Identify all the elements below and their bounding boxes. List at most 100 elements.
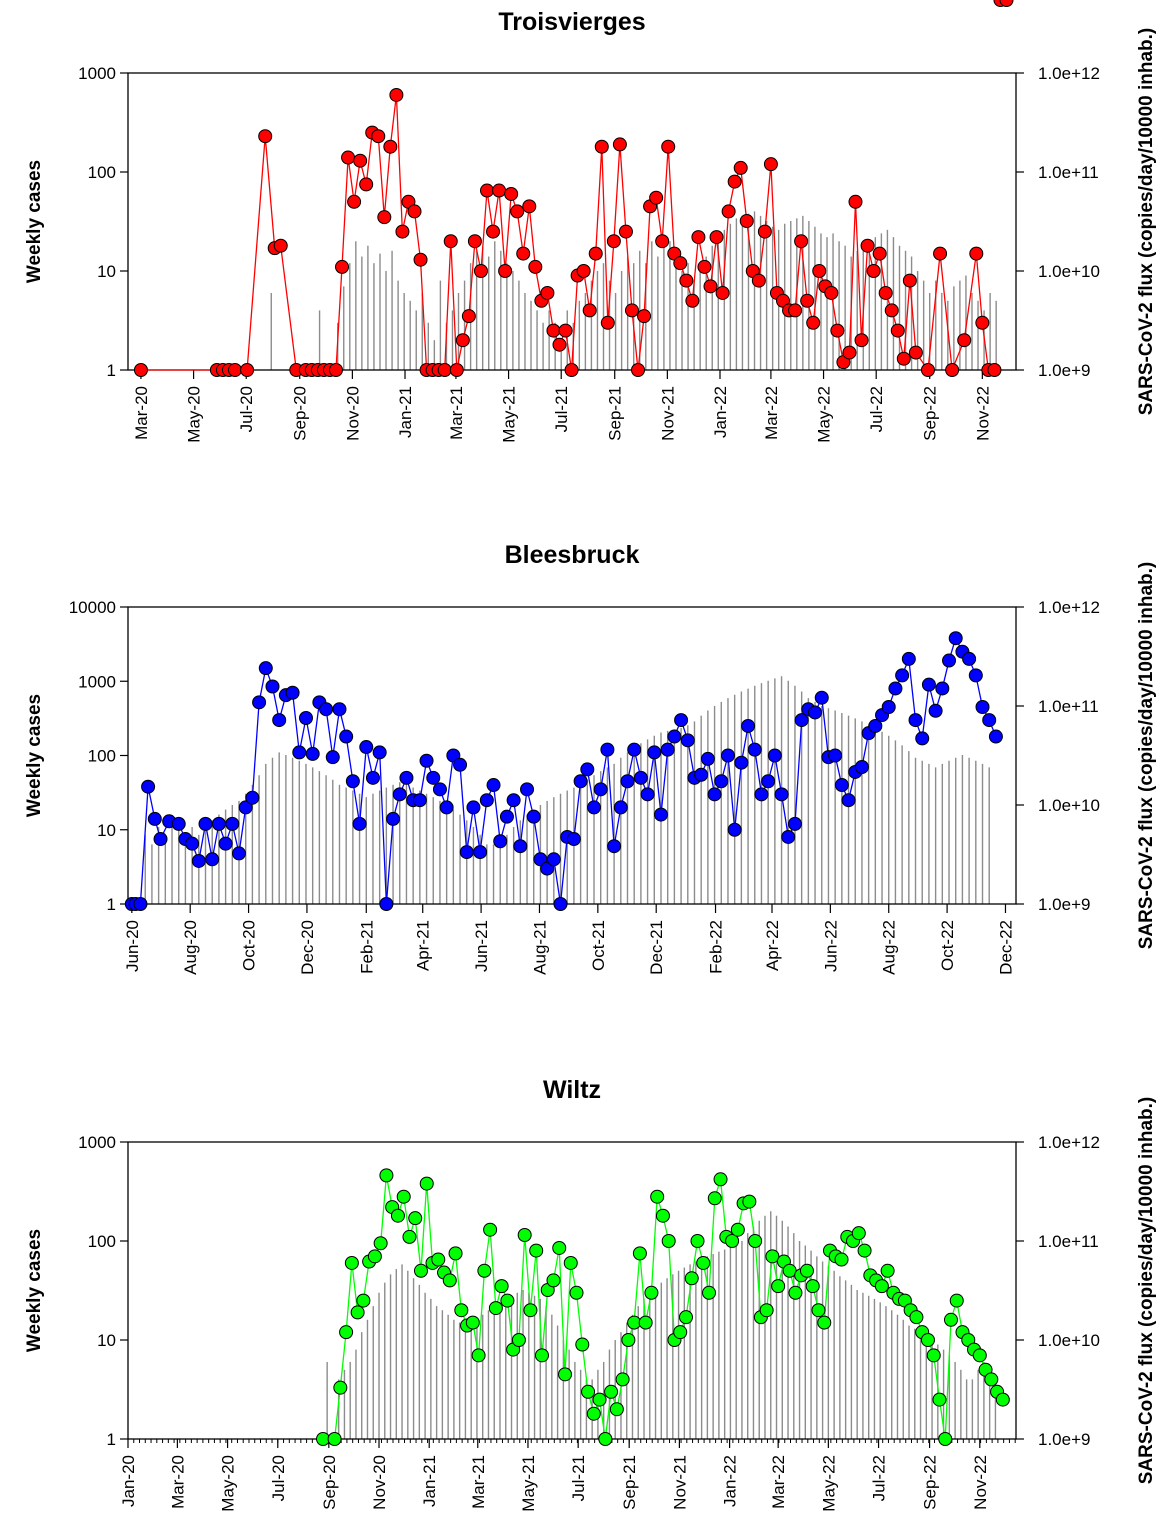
case-point xyxy=(678,1310,693,1325)
case-point xyxy=(888,681,903,696)
case-point xyxy=(598,1432,613,1446)
x-axis-ticks: Mar-20 May-20 Jul-20 Sep-20 Nov-20 Jan-21 Mar-… xyxy=(132,370,992,443)
panel-troisvierges: Troisvierges Weekly cases SARS-CoV-2 flu… xyxy=(24,0,1157,443)
y-tick-label: 100 xyxy=(88,163,116,182)
x-tick-label: Jul-21 xyxy=(552,386,571,432)
y2-axis-label: SARS-CoV-2 flux (copies/day/10000 inhab.… xyxy=(1136,562,1157,950)
case-point xyxy=(995,1392,1010,1407)
x-tick-label: May-22 xyxy=(819,1455,838,1512)
x-tick-label: Jul-20 xyxy=(237,386,256,432)
case-point xyxy=(238,800,253,815)
case-point xyxy=(563,1255,578,1270)
case-point xyxy=(650,1189,665,1204)
case-point xyxy=(774,787,789,802)
case-point xyxy=(962,651,977,666)
y2-tick-label: 1.0e+11 xyxy=(1038,163,1099,182)
case-point xyxy=(258,129,273,144)
x-axis-ticks: Jan-20 Mar-20 May-20 Jul-20 Sep-20 Nov-20 Jan-… xyxy=(119,1439,990,1512)
case-point xyxy=(700,751,715,766)
x-tick-label: Sep-22 xyxy=(921,1455,940,1510)
case-point xyxy=(506,793,521,808)
case-point xyxy=(725,1234,740,1248)
case-point xyxy=(350,1305,365,1320)
case-point xyxy=(800,293,815,308)
case-point xyxy=(147,811,162,826)
case-point xyxy=(751,273,766,288)
case-point xyxy=(443,234,458,249)
case-point xyxy=(649,190,664,205)
x-tick-label: Jan-21 xyxy=(396,386,415,438)
panel-wiltz: Wiltz Weekly cases SARS-CoV-2 flux (copi… xyxy=(24,1076,1157,1512)
case-point xyxy=(332,702,347,717)
x-tick-label: Sep-20 xyxy=(291,386,310,441)
case-point xyxy=(333,1380,348,1395)
case-point xyxy=(520,782,535,797)
y-tick-label: 10 xyxy=(97,262,116,281)
case-point xyxy=(488,1301,503,1316)
case-point xyxy=(386,811,401,826)
case-point xyxy=(834,778,849,793)
y-tick-label: 1 xyxy=(107,895,116,914)
x-tick-label: Nov-22 xyxy=(973,386,992,441)
x-tick-label: Oct-20 xyxy=(240,920,259,971)
y-axis-ticks: 1 10 100 1000 xyxy=(78,64,128,380)
case-point xyxy=(292,745,307,760)
case-point xyxy=(606,234,621,249)
case-point xyxy=(211,816,226,831)
case-point xyxy=(564,363,579,377)
case-point xyxy=(828,748,843,763)
case-point xyxy=(594,139,609,154)
case-point xyxy=(523,1303,538,1318)
case-point xyxy=(379,1168,394,1183)
case-point xyxy=(987,363,1002,377)
case-point xyxy=(552,1240,567,1255)
x-tick-label: Mar-21 xyxy=(469,1455,488,1509)
y2-tick-label: 1.0e+12 xyxy=(1038,598,1100,617)
x-tick-label: May-21 xyxy=(500,386,519,443)
case-point xyxy=(763,157,778,172)
case-point xyxy=(454,1303,469,1318)
case-point xyxy=(408,1211,423,1226)
case-point xyxy=(741,718,756,733)
case-point xyxy=(653,807,668,822)
case-point xyxy=(896,351,911,366)
case-point xyxy=(383,139,398,154)
x-tick-label: Aug-22 xyxy=(880,920,899,975)
y2-tick-label: 1.0e+11 xyxy=(1038,1232,1099,1251)
case-point xyxy=(633,770,648,785)
case-point xyxy=(389,87,404,102)
case-point xyxy=(133,897,148,911)
case-point xyxy=(805,1279,820,1294)
case-point xyxy=(576,264,591,278)
case-point xyxy=(935,681,950,696)
case-point xyxy=(205,852,220,867)
case-point xyxy=(218,836,233,851)
case-point xyxy=(928,703,943,718)
case-point xyxy=(517,1227,532,1242)
case-point xyxy=(868,718,883,733)
case-point xyxy=(830,323,845,338)
case-point xyxy=(895,668,910,683)
case-point xyxy=(714,774,729,789)
case-point xyxy=(794,234,809,249)
case-point xyxy=(232,846,246,861)
case-point xyxy=(588,246,603,261)
case-point xyxy=(857,1243,872,1258)
case-point xyxy=(909,1310,924,1325)
case-point xyxy=(624,303,639,318)
case-point xyxy=(493,834,508,849)
case-point xyxy=(999,0,1014,7)
y-axis-ticks: 1 10 100 1000 10000 xyxy=(69,598,128,914)
y-tick-label: 10 xyxy=(97,1331,116,1350)
case-point xyxy=(486,778,501,793)
case-point xyxy=(644,1285,659,1300)
plot-frame xyxy=(127,606,1017,905)
case-point xyxy=(808,705,823,720)
case-point xyxy=(492,183,507,198)
case-point xyxy=(341,150,356,165)
case-point xyxy=(390,1208,405,1223)
case-point xyxy=(915,731,930,746)
case-point xyxy=(339,1325,354,1340)
case-point xyxy=(399,770,414,785)
